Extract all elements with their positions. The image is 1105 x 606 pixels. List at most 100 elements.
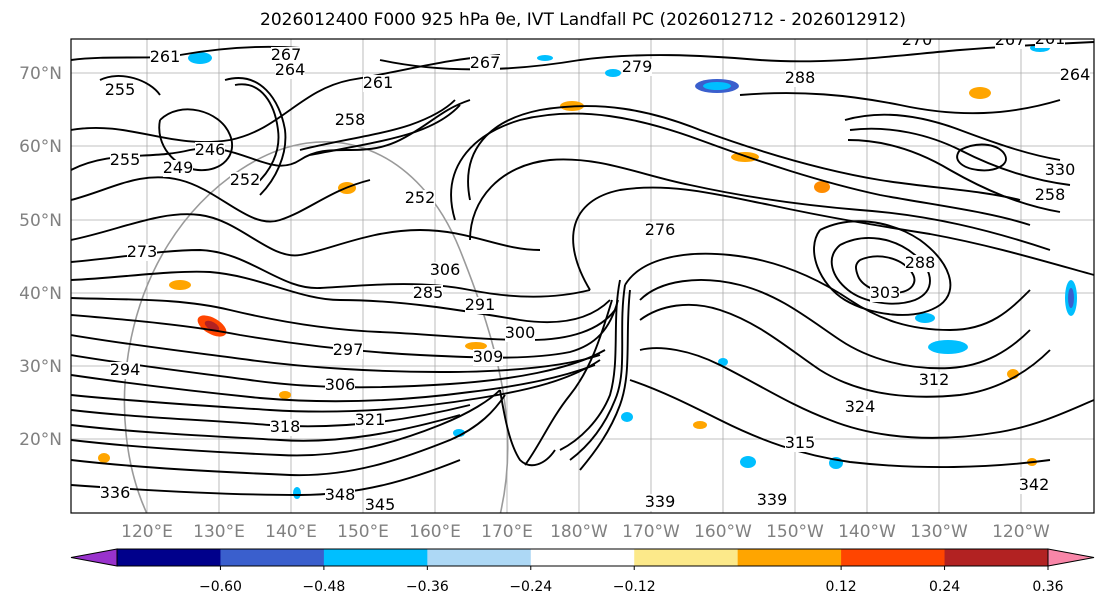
boundary-arc	[123, 141, 509, 513]
colorbar-segment	[220, 549, 325, 566]
contour-label: 279	[622, 57, 653, 76]
contour-label-bg	[363, 75, 393, 92]
lon-label: 160°W	[694, 522, 752, 542]
contour-label-bg	[100, 485, 130, 502]
contour-label: 255	[105, 80, 136, 99]
colorbar-segment	[634, 549, 739, 566]
contour-label-bg	[333, 342, 363, 359]
contour-label-bg	[150, 49, 180, 66]
contour-label: 288	[905, 253, 936, 272]
map-frame	[70, 38, 1095, 514]
contour-label: 318	[270, 417, 301, 436]
contour-label: 267	[995, 30, 1026, 49]
lon-label: 160°E	[409, 522, 461, 542]
colorbar-tick-label: −0.48	[302, 579, 345, 595]
longitude-labels: 120°E 130°E 140°E 150°E 160°E 170°E 180°W 170°W…	[121, 522, 1050, 542]
contour-label-bg	[1035, 39, 1065, 48]
lat-label: 50°N	[19, 211, 62, 231]
contour-label: 336	[100, 483, 131, 502]
contour-label-bg	[163, 160, 193, 177]
contour-label-bg	[275, 62, 305, 79]
lon-label: 150°E	[337, 522, 389, 542]
contour-label: 342	[1019, 475, 1050, 494]
contour-label-bg	[325, 487, 355, 504]
contour-label-bg	[230, 172, 260, 189]
contour-label: 291	[465, 295, 496, 314]
contour-label: 264	[275, 60, 306, 79]
contour-label-bg	[995, 39, 1025, 49]
colorbar-segment	[944, 549, 1049, 566]
contour-label: 273	[127, 242, 158, 261]
contour-label-bg	[270, 419, 300, 436]
contour-label: 264	[1060, 65, 1091, 84]
contour-label-bg	[325, 377, 355, 394]
colorbar-segment	[117, 549, 221, 566]
colorbar-tick-label: 0.12	[826, 579, 857, 595]
contour-label: 270	[902, 30, 933, 49]
colorbar-segment	[427, 549, 532, 566]
contour-label: 261	[1035, 29, 1066, 48]
contour-label-bg	[919, 372, 949, 389]
contour-label-bg	[195, 142, 225, 159]
colorbar-tick-label: −0.60	[199, 579, 242, 595]
contour-label-bg	[470, 55, 500, 72]
colorbar	[70, 548, 1095, 567]
contour-label-bg	[757, 492, 787, 509]
contour-label-bg	[845, 399, 875, 416]
contour-label-bg	[1060, 67, 1090, 84]
lat-label: 70°N	[19, 64, 62, 84]
contour-label: 348	[325, 485, 356, 504]
lon-label: 120°E	[121, 522, 173, 542]
contour-label-bg	[430, 262, 460, 279]
contour-label-bg	[110, 362, 140, 379]
contour-label-bg	[902, 39, 932, 49]
contour-label: 252	[230, 170, 261, 189]
contour-label: 294	[110, 360, 141, 379]
contour-label: 261	[150, 47, 181, 66]
lon-label: 170°W	[622, 522, 680, 542]
contour-label-bg	[785, 70, 815, 87]
contour-label-bg	[335, 112, 365, 129]
lon-label: 150°W	[766, 522, 824, 542]
contour-label: 345	[365, 495, 396, 514]
contour-label-bg	[645, 222, 675, 239]
contour-label: 255	[110, 150, 141, 169]
contour-label: 309	[473, 347, 504, 366]
colorbar-segment	[841, 549, 946, 566]
contour-label: 330	[1045, 160, 1076, 179]
latitude-labels: 70°N 60°N 50°N 40°N 30°N 20°N	[19, 64, 62, 450]
contour-label: 246	[195, 140, 226, 159]
contour-label-bg	[355, 412, 385, 429]
colorbar-tick-label: −0.12	[613, 579, 656, 595]
colorbar-tick-label: 0.24	[929, 579, 960, 595]
lat-label: 30°N	[19, 357, 62, 377]
contour-label-bg	[413, 285, 443, 302]
contour-label-bg	[271, 47, 301, 64]
lon-label: 180°W	[550, 522, 608, 542]
colorbar-frame	[116, 548, 1049, 567]
lon-label: 120°W	[992, 522, 1050, 542]
colorbar-tick-label: 0.36	[1032, 579, 1063, 595]
contour-label-bg	[405, 190, 435, 207]
colorbar-tick-label: −0.36	[406, 579, 449, 595]
contour-label-bg	[785, 435, 815, 452]
colorbar-tick-label: −0.24	[509, 579, 552, 595]
contour-label: 303	[870, 283, 901, 302]
contour-label: 306	[430, 260, 461, 279]
contour-label: 267	[470, 53, 501, 72]
contour-label-bg	[870, 285, 900, 302]
theta-e-contours	[71, 41, 1094, 496]
contour-label: 285	[413, 283, 444, 302]
contour-label: 339	[757, 490, 788, 509]
lon-label: 140°E	[265, 522, 317, 542]
lon-label: 170°E	[481, 522, 533, 542]
contour-label-bg	[622, 59, 652, 76]
contour-label: 339	[645, 492, 676, 511]
colorbar-segment	[530, 549, 635, 566]
contour-label-bg	[1045, 162, 1075, 179]
contour-label-bg	[110, 152, 140, 169]
contour-label: 288	[785, 68, 816, 87]
colorbar-tick-labels: −0.60−0.48−0.36−0.24−0.120.120.240.360.4…	[199, 566, 1064, 595]
